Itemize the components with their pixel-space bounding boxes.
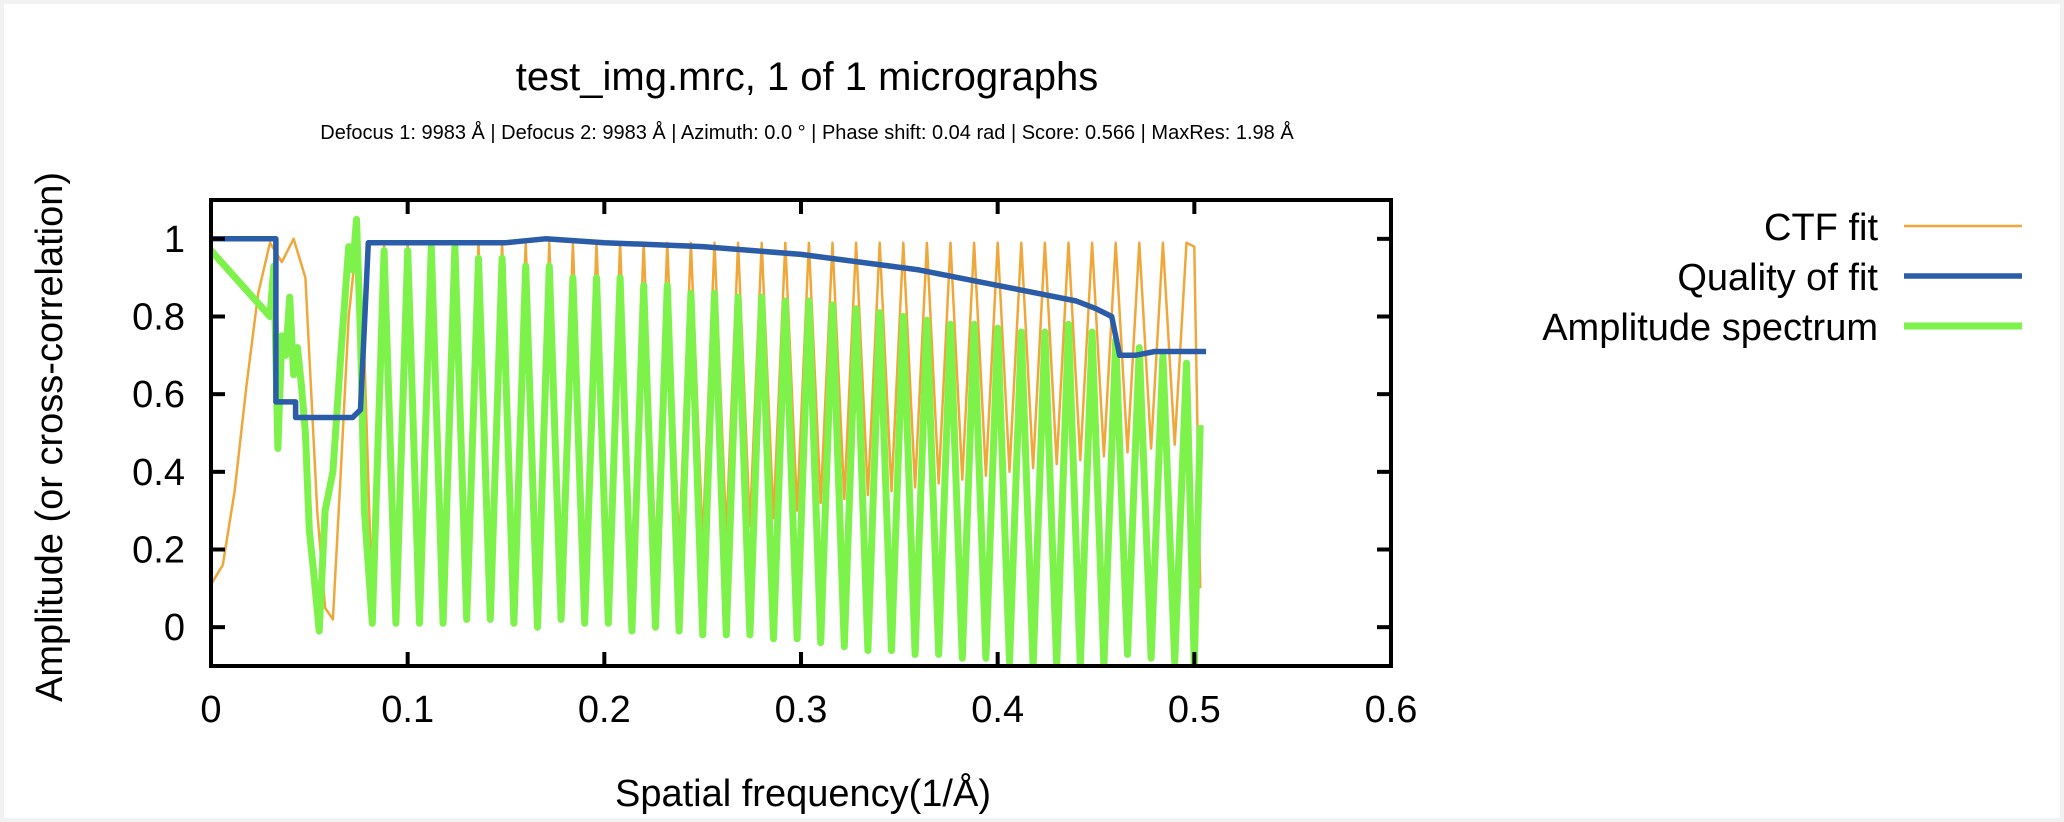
series-layer xyxy=(211,215,1207,666)
series-line-1 xyxy=(211,236,1207,421)
x-tick-label: 0.4 xyxy=(971,689,1024,731)
y-tick-label: 0.6 xyxy=(132,374,185,416)
x-tick-label: 0.2 xyxy=(578,689,631,731)
legend-label: Amplitude spectrum xyxy=(1542,307,1878,349)
y-tick-label: 0.2 xyxy=(132,530,185,572)
chart-title: test_img.mrc, 1 of 1 micrographs xyxy=(516,55,1098,99)
x-axis-label: Spatial frequency(1/Å) xyxy=(615,771,991,815)
x-tick-label: 0.1 xyxy=(381,689,434,731)
x-tick-label: 0.5 xyxy=(1168,689,1221,731)
x-tick-label: 0 xyxy=(200,689,221,731)
chart-page: test_img.mrc, 1 of 1 micrographs Defocus… xyxy=(4,4,2060,818)
ctf-chart: test_img.mrc, 1 of 1 micrographs Defocus… xyxy=(29,55,2022,815)
x-tick-label: 0.6 xyxy=(1365,689,1418,731)
y-tick-label: 0 xyxy=(164,607,185,649)
chart-subtitle: Defocus 1: 9983 Å | Defocus 2: 9983 Å | … xyxy=(320,121,1294,144)
series-line-2 xyxy=(211,215,1204,666)
y-tick-label: 1 xyxy=(164,219,185,261)
y-tick-label: 0.4 xyxy=(132,452,185,494)
legend-label: Quality of fit xyxy=(1677,257,1878,299)
ticks-layer: 0 0.1 0.2 0.3 0.4 0.5 0.6 0 0.2 0.4 0.6 0.8 1 xyxy=(132,200,1417,731)
y-tick-label: 0.8 xyxy=(132,297,185,339)
legend-label: CTF fit xyxy=(1764,207,1878,249)
legend: CTF fit Quality of fit Amplitude spectrum xyxy=(1542,207,2022,349)
x-tick-label: 0.3 xyxy=(775,689,828,731)
y-axis-label: Amplitude (or cross-correlation) xyxy=(29,172,71,702)
